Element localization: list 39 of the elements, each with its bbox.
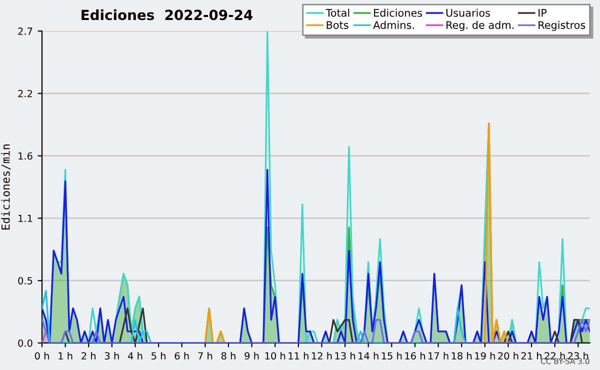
- y-tick-label: 2.7: [18, 28, 32, 35]
- x-tick-label: 22 h: [544, 352, 565, 360]
- x-tick-label: 5 h: [152, 352, 166, 360]
- x-tick-label: 18 h: [452, 352, 472, 360]
- y-tick-label: 1.1: [18, 214, 32, 222]
- x-tick-label: 15 h: [382, 352, 402, 360]
- legend-label: Ediciones: [374, 8, 422, 17]
- y-tick-label: 2.2: [18, 90, 32, 98]
- y-tick-label: 0.5: [18, 277, 32, 284]
- x-tick-label: 9 h: [244, 352, 259, 360]
- x-tick-label: 2 h: [82, 352, 96, 360]
- y-tick-label: 0.0: [18, 339, 32, 347]
- y-tick-label: 1.6: [18, 152, 32, 160]
- legend-label: Reg. de adm.: [446, 20, 514, 31]
- x-tick-label: 3 h: [104, 352, 119, 360]
- x-tick-label: 14 h: [358, 352, 378, 360]
- legend-label: Admins.: [373, 20, 414, 29]
- legend-label: IP: [538, 9, 547, 17]
- x-tick-label: 8 h: [221, 352, 236, 360]
- x-tick-label: 13 h: [335, 352, 356, 360]
- x-tick-label: 17 h: [428, 352, 448, 360]
- x-tick-label: 11 h: [288, 352, 308, 360]
- y-axis-title: Ediciones/min: [1, 144, 11, 230]
- x-tick-label: 1 h: [58, 352, 72, 360]
- x-tick-label: 6 h: [174, 352, 189, 360]
- legend-label: Total: [326, 8, 350, 17]
- x-tick-label: 12 h: [312, 352, 332, 360]
- x-tick-label: 0 h: [34, 352, 49, 360]
- x-tick-label: 4 h: [128, 352, 142, 360]
- x-tick-label: 7 h: [198, 352, 212, 360]
- x-tick-label: 21 h: [521, 352, 542, 360]
- legend-label: Usuarios: [446, 8, 490, 17]
- legend-label: Registros: [538, 20, 586, 31]
- x-tick-label: 16 h: [405, 352, 425, 360]
- x-tick-label: 20 h: [498, 352, 518, 360]
- legend-label: Bots: [326, 21, 348, 29]
- chart-title: Ediciones 2022-09-24: [82, 9, 253, 20]
- x-tick-label: 10 h: [265, 352, 286, 360]
- x-tick-label: 19 h: [475, 352, 495, 360]
